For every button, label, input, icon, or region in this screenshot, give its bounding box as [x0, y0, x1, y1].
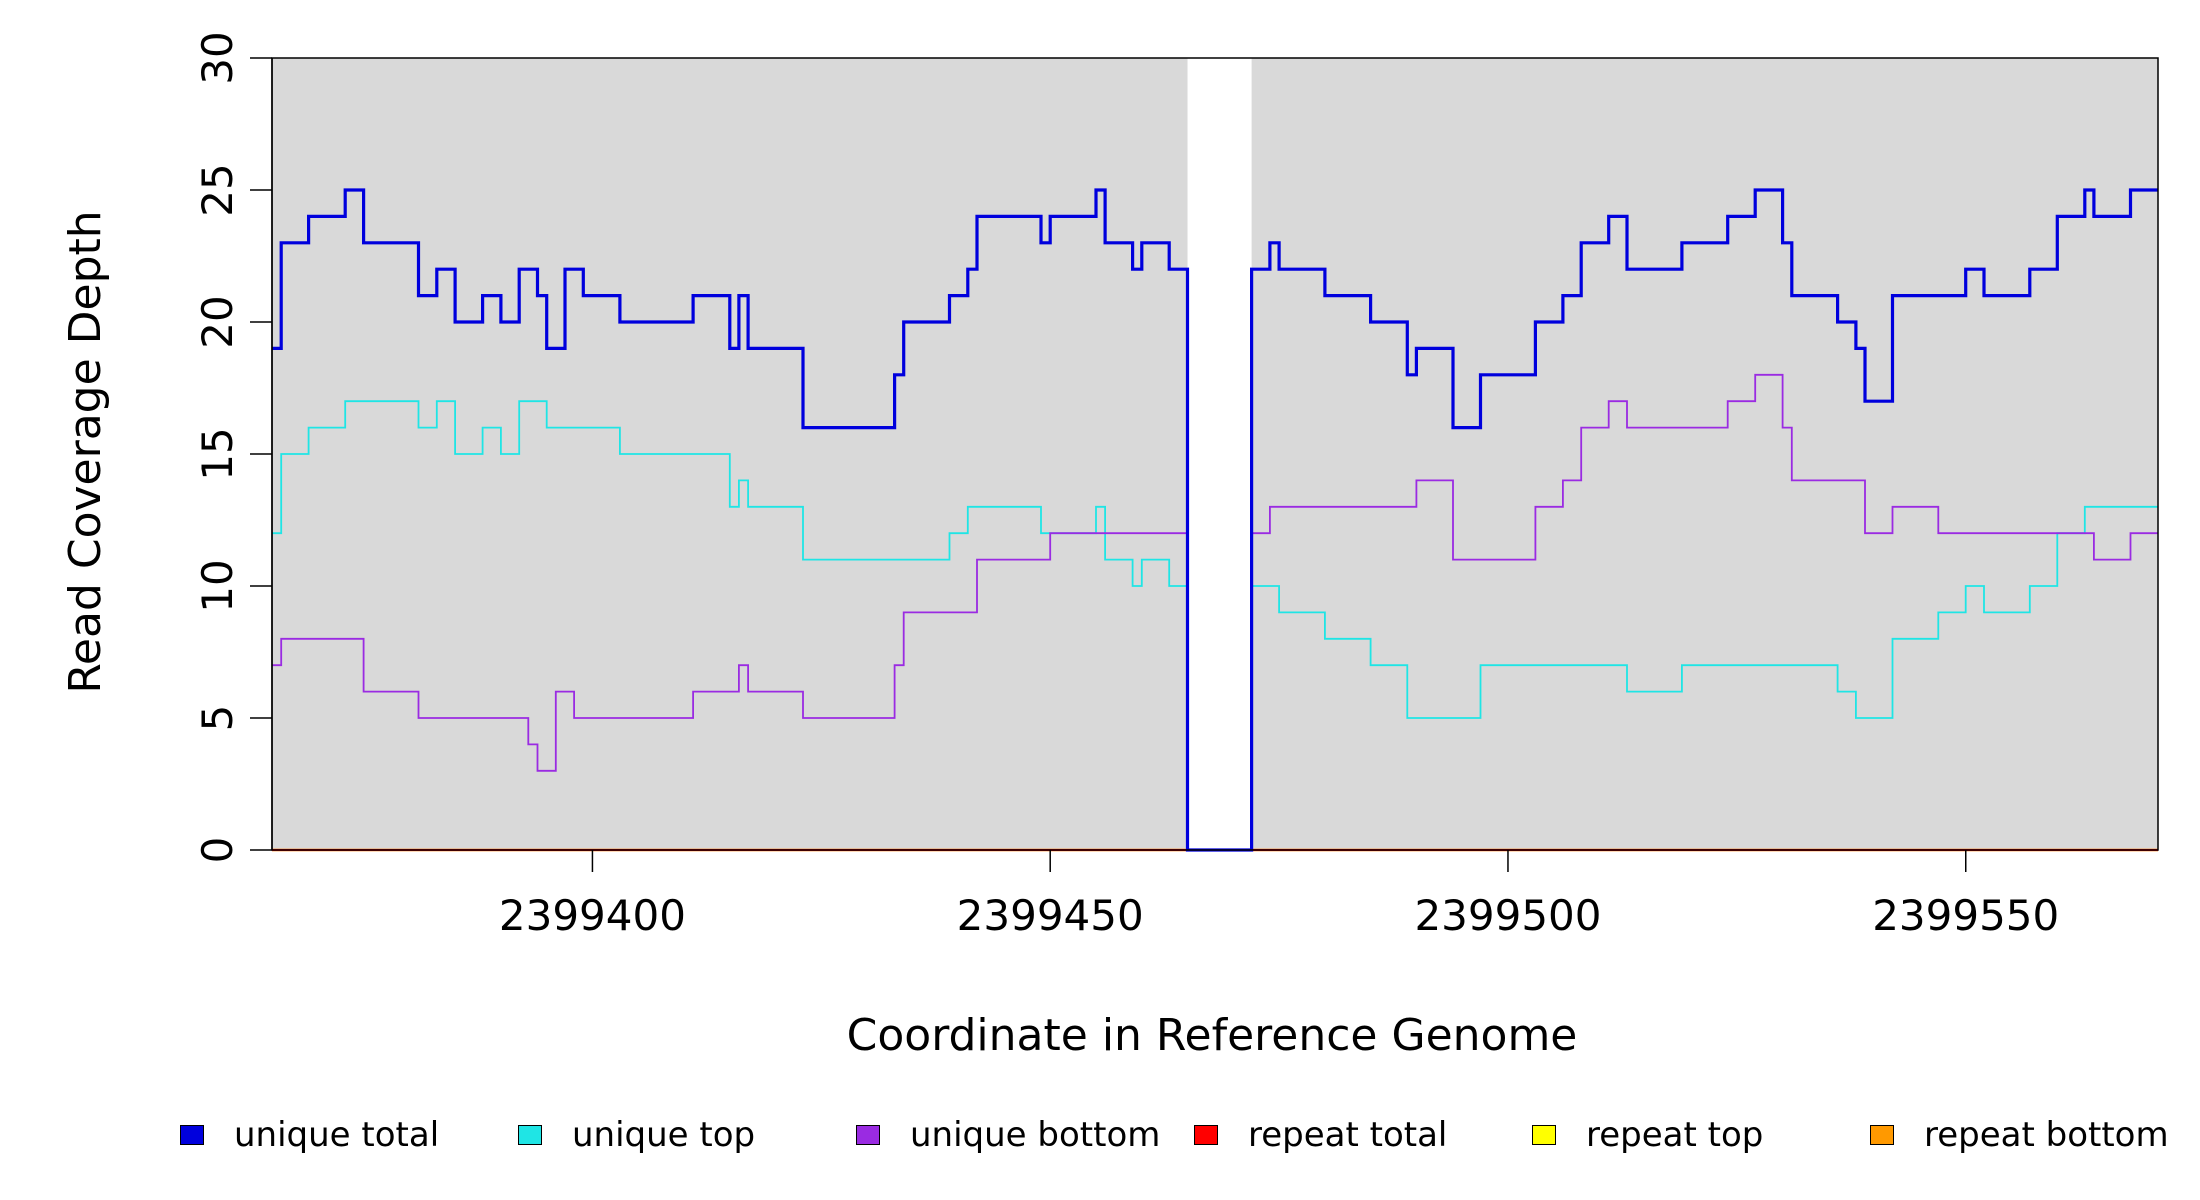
series-line-unique-total — [272, 188, 2158, 852]
legend-swatch-repeat-bottom — [1870, 1125, 1894, 1145]
legend-item-repeat-bottom: repeat bottom — [1870, 1110, 2169, 1160]
coverage-chart: 2399400 2399450 2399500 2399550 0 5 10 15 20 25 3… — [60, 31, 2159, 1061]
y-tick-label: 0 — [193, 837, 242, 864]
x-tick-label: 2399450 — [957, 891, 1144, 940]
legend-item-unique-top: unique top — [518, 1110, 755, 1160]
legend-swatch-repeat-top — [1532, 1125, 1556, 1145]
x-axis: 2399400 2399450 2399500 2399550 — [499, 850, 2059, 940]
legend-label-unique-top: unique top — [572, 1115, 756, 1155]
legend-swatch-repeat-total — [1194, 1125, 1218, 1145]
y-axis: 0 5 10 15 20 25 30 — [193, 31, 273, 864]
series-line-unique-top — [272, 400, 2158, 851]
y-tick-label: 10 — [193, 559, 242, 612]
legend-swatch-unique-bottom — [856, 1125, 880, 1145]
legend-item-unique-bottom: unique bottom — [856, 1110, 1160, 1160]
x-tick-label: 2399400 — [499, 891, 686, 940]
gap-region — [1187, 58, 1252, 850]
legend-item-repeat-total: repeat total — [1194, 1110, 1447, 1160]
legend-swatch-unique-top — [518, 1125, 542, 1145]
legend-label-repeat-top: repeat top — [1586, 1115, 1764, 1155]
y-tick-label: 25 — [193, 163, 242, 216]
y-tick-label: 30 — [193, 31, 242, 84]
legend-label-repeat-bottom: repeat bottom — [1924, 1115, 2169, 1155]
x-tick-label: 2399550 — [1872, 891, 2059, 940]
x-axis-label: Coordinate in Reference Genome — [847, 1010, 1578, 1061]
legend-label-repeat-total: repeat total — [1248, 1115, 1448, 1155]
y-axis-label: Read Coverage Depth — [60, 210, 111, 693]
legend: unique total unique top unique bottom re… — [0, 1110, 2200, 1160]
legend-label-unique-total: unique total — [234, 1115, 440, 1155]
legend-item-unique-total: unique total — [180, 1110, 439, 1160]
y-tick-label: 5 — [193, 705, 242, 732]
y-tick-label: 20 — [193, 295, 242, 348]
legend-swatch-unique-total — [180, 1125, 204, 1145]
series-line-unique-bottom — [272, 373, 2158, 851]
legend-label-unique-bottom: unique bottom — [910, 1115, 1161, 1155]
x-tick-label: 2399500 — [1414, 891, 1601, 940]
legend-item-repeat-top: repeat top — [1532, 1110, 1763, 1160]
y-tick-label: 15 — [193, 427, 242, 480]
